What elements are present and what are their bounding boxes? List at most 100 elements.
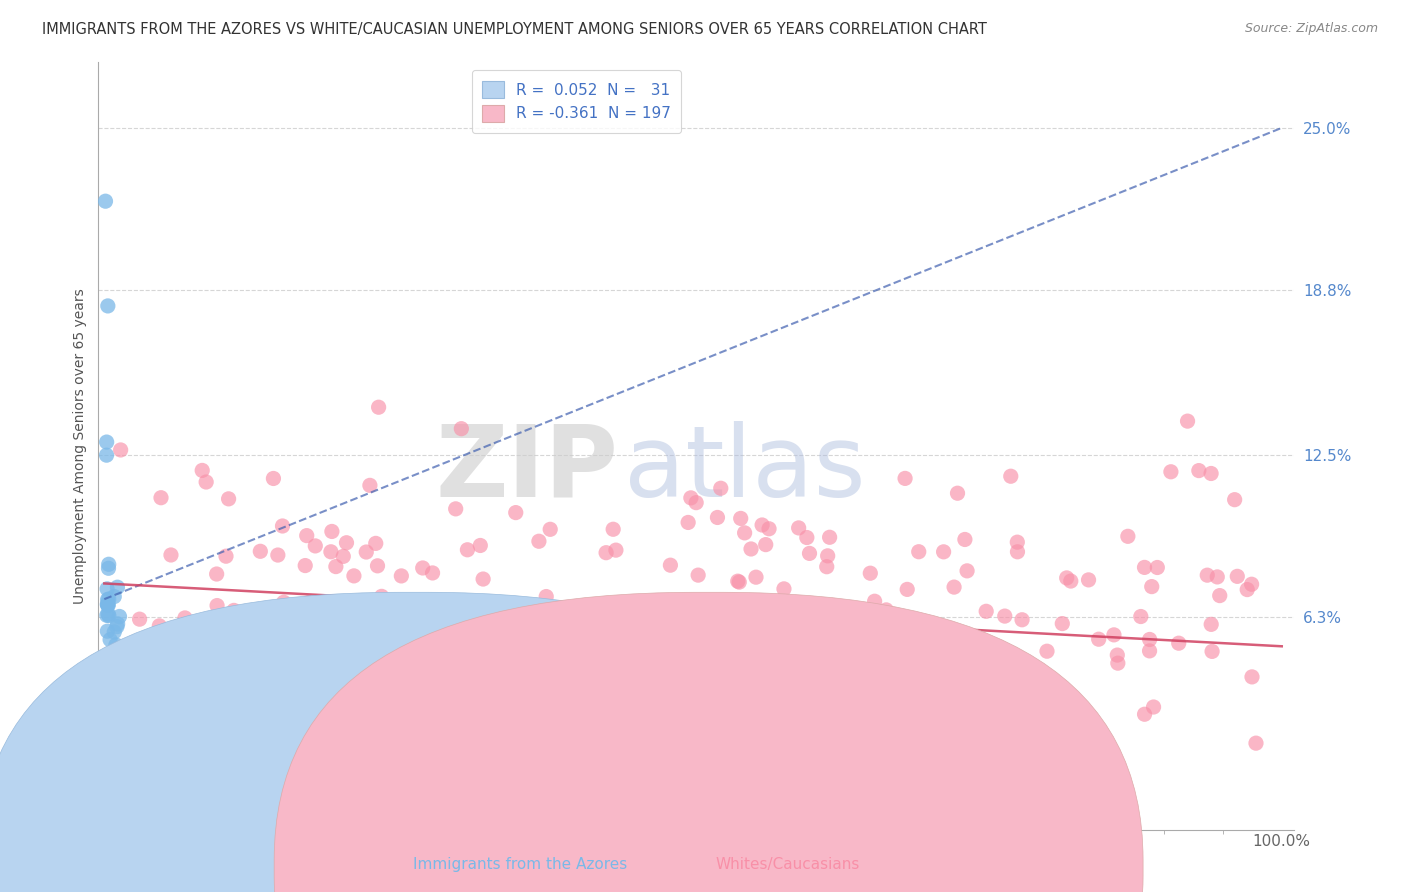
- Point: [195, 475, 218, 489]
- Point: [298, 613, 321, 627]
- Point: [343, 596, 366, 610]
- Point: [527, 534, 550, 549]
- Point: [1201, 644, 1223, 658]
- Point: [595, 663, 617, 677]
- Point: [343, 569, 366, 583]
- Point: [817, 549, 839, 563]
- Point: [267, 548, 290, 562]
- Point: [97, 608, 120, 623]
- Point: [1197, 568, 1219, 582]
- Point: [863, 594, 886, 608]
- Point: [105, 620, 128, 634]
- Point: [460, 646, 482, 660]
- Point: [1244, 736, 1267, 750]
- Point: [1199, 617, 1222, 632]
- Point: [727, 574, 749, 589]
- Point: [1052, 616, 1074, 631]
- Point: [761, 594, 783, 608]
- Text: Whites/Caucasians: Whites/Caucasians: [716, 857, 859, 872]
- Point: [852, 665, 875, 680]
- Point: [921, 663, 943, 677]
- Point: [97, 561, 120, 575]
- Point: [205, 567, 228, 582]
- Point: [94, 194, 117, 209]
- Point: [1042, 682, 1064, 697]
- Point: [103, 625, 125, 640]
- Point: [478, 624, 501, 639]
- Point: [325, 559, 347, 574]
- Point: [439, 679, 461, 693]
- Point: [96, 582, 118, 596]
- Point: [734, 525, 756, 540]
- Text: IMMIGRANTS FROM THE AZORES VS WHITE/CAUCASIAN UNEMPLOYMENT AMONG SENIORS OVER 65: IMMIGRANTS FROM THE AZORES VS WHITE/CAUC…: [42, 22, 987, 37]
- Point: [779, 706, 801, 720]
- Point: [96, 598, 118, 612]
- Point: [104, 638, 127, 652]
- Point: [441, 640, 464, 655]
- Point: [803, 638, 825, 652]
- Point: [1007, 535, 1029, 549]
- Point: [392, 631, 415, 645]
- Point: [262, 681, 284, 696]
- Point: [96, 598, 118, 612]
- Point: [1060, 574, 1083, 588]
- Point: [215, 549, 238, 564]
- Point: [117, 668, 139, 682]
- Point: [1107, 656, 1129, 670]
- Point: [773, 582, 796, 596]
- Point: [222, 603, 245, 617]
- Point: [444, 501, 467, 516]
- Point: [96, 448, 118, 462]
- Point: [605, 543, 627, 558]
- Point: [1116, 529, 1139, 543]
- Point: [1223, 492, 1246, 507]
- Point: [572, 602, 595, 616]
- Point: [849, 612, 872, 626]
- Point: [347, 628, 370, 642]
- Point: [735, 635, 758, 649]
- Point: [949, 698, 972, 713]
- Point: [97, 558, 120, 572]
- Point: [96, 592, 118, 607]
- Point: [922, 662, 945, 676]
- Point: [988, 736, 1011, 750]
- Point: [270, 673, 292, 688]
- Point: [148, 619, 170, 633]
- Point: [332, 549, 354, 564]
- Point: [160, 548, 183, 562]
- Point: [128, 612, 150, 626]
- Point: [321, 524, 343, 539]
- Point: [755, 538, 778, 552]
- Point: [150, 491, 173, 505]
- Point: [538, 522, 561, 536]
- Point: [529, 612, 551, 626]
- Point: [576, 643, 599, 657]
- Point: [103, 590, 125, 604]
- Point: [97, 607, 120, 621]
- Point: [1077, 573, 1099, 587]
- Point: [1146, 560, 1168, 574]
- Point: [1139, 632, 1161, 647]
- Point: [96, 608, 118, 623]
- Point: [108, 609, 131, 624]
- Point: [685, 496, 707, 510]
- Point: [387, 644, 409, 658]
- Point: [97, 598, 120, 612]
- Point: [96, 624, 118, 639]
- Point: [662, 632, 685, 646]
- Point: [859, 566, 882, 581]
- Point: [787, 521, 810, 535]
- Point: [852, 607, 875, 621]
- Point: [132, 668, 155, 682]
- Point: [249, 544, 271, 558]
- Point: [679, 491, 702, 505]
- Point: [595, 546, 617, 560]
- Point: [1206, 570, 1229, 584]
- Point: [367, 401, 389, 415]
- Point: [366, 558, 388, 573]
- Point: [301, 629, 323, 643]
- Point: [1177, 414, 1199, 428]
- Point: [335, 535, 357, 549]
- Point: [1236, 582, 1258, 597]
- Point: [800, 680, 823, 694]
